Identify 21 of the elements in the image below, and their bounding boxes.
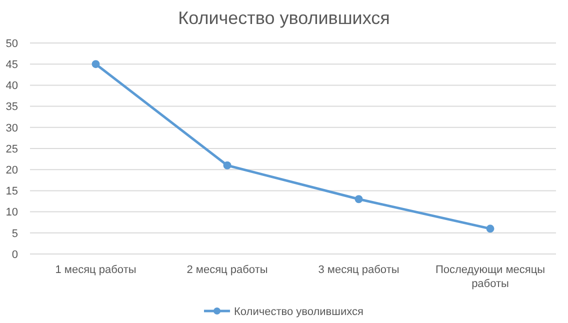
y-tick-label: 30 xyxy=(6,122,18,134)
x-tick-label: 2 месяц работы xyxy=(186,264,268,276)
point xyxy=(223,161,232,170)
y-tick-label: 5 xyxy=(12,228,18,240)
y-tick-label: 45 xyxy=(6,58,18,71)
x-tick-label: 1 месяц работы xyxy=(55,264,136,276)
y-tick-label: 0 xyxy=(12,248,18,261)
y-tick-label: 15 xyxy=(6,186,18,198)
y-tick-label: 40 xyxy=(6,80,18,92)
point xyxy=(92,60,100,68)
x-tick-label: Последующи месяцы работы xyxy=(435,264,546,290)
point xyxy=(486,224,494,233)
y-tick-label: 25 xyxy=(6,143,18,156)
point xyxy=(354,195,363,204)
y-tick-label: 20 xyxy=(6,164,18,176)
chart-title: Количество уволившихся xyxy=(178,8,390,28)
y-tick-label: 50 xyxy=(6,38,18,50)
y-tick-label: 35 xyxy=(6,101,18,114)
legend-label: Количество уволившихся xyxy=(234,306,364,318)
x-tick-label: 3 месяц работы xyxy=(318,264,400,276)
y-tick-label: 10 xyxy=(6,206,18,219)
